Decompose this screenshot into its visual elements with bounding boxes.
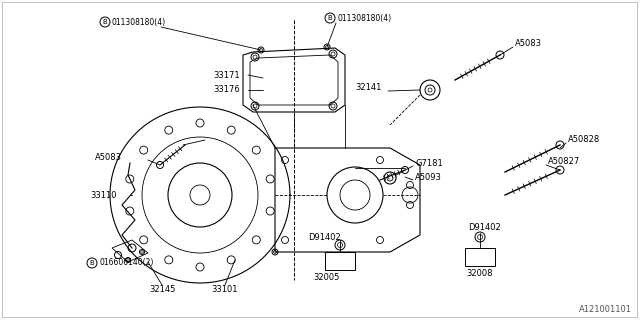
Text: A5093: A5093 xyxy=(415,173,442,182)
Text: A50828: A50828 xyxy=(568,135,600,145)
Text: D91402: D91402 xyxy=(468,223,500,233)
Text: D91402: D91402 xyxy=(308,234,340,243)
Text: 016606140(2): 016606140(2) xyxy=(99,259,154,268)
Text: 33110: 33110 xyxy=(90,190,116,199)
Text: 33176: 33176 xyxy=(213,85,240,94)
Text: A5083: A5083 xyxy=(515,38,542,47)
Text: B: B xyxy=(328,15,332,21)
Text: A50827: A50827 xyxy=(548,157,580,166)
Text: A5083: A5083 xyxy=(95,154,122,163)
Text: 011308180(4): 011308180(4) xyxy=(337,13,391,22)
Text: 011308180(4): 011308180(4) xyxy=(112,18,166,27)
Text: 33101: 33101 xyxy=(212,285,238,294)
Text: 32005: 32005 xyxy=(313,274,339,283)
Text: 32008: 32008 xyxy=(467,269,493,278)
Text: 33171: 33171 xyxy=(213,70,239,79)
Bar xyxy=(465,248,495,266)
Text: 32141: 32141 xyxy=(355,84,381,92)
Text: A121001101: A121001101 xyxy=(579,305,632,314)
Bar xyxy=(325,252,355,270)
Text: G7181: G7181 xyxy=(415,158,443,167)
Text: 32145: 32145 xyxy=(149,285,175,294)
Text: B: B xyxy=(102,19,108,25)
Text: B: B xyxy=(90,260,94,266)
